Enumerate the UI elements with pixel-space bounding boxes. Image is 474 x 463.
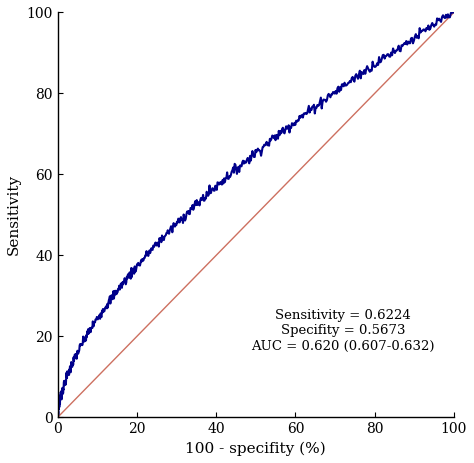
X-axis label: 100 - specifity (%): 100 - specifity (%) [185,442,326,456]
Y-axis label: Sensitivity: Sensitivity [7,174,21,256]
Text: Sensitivity = 0.6224
Specifity = 0.5673
AUC = 0.620 (0.607-0.632): Sensitivity = 0.6224 Specifity = 0.5673 … [251,309,435,352]
